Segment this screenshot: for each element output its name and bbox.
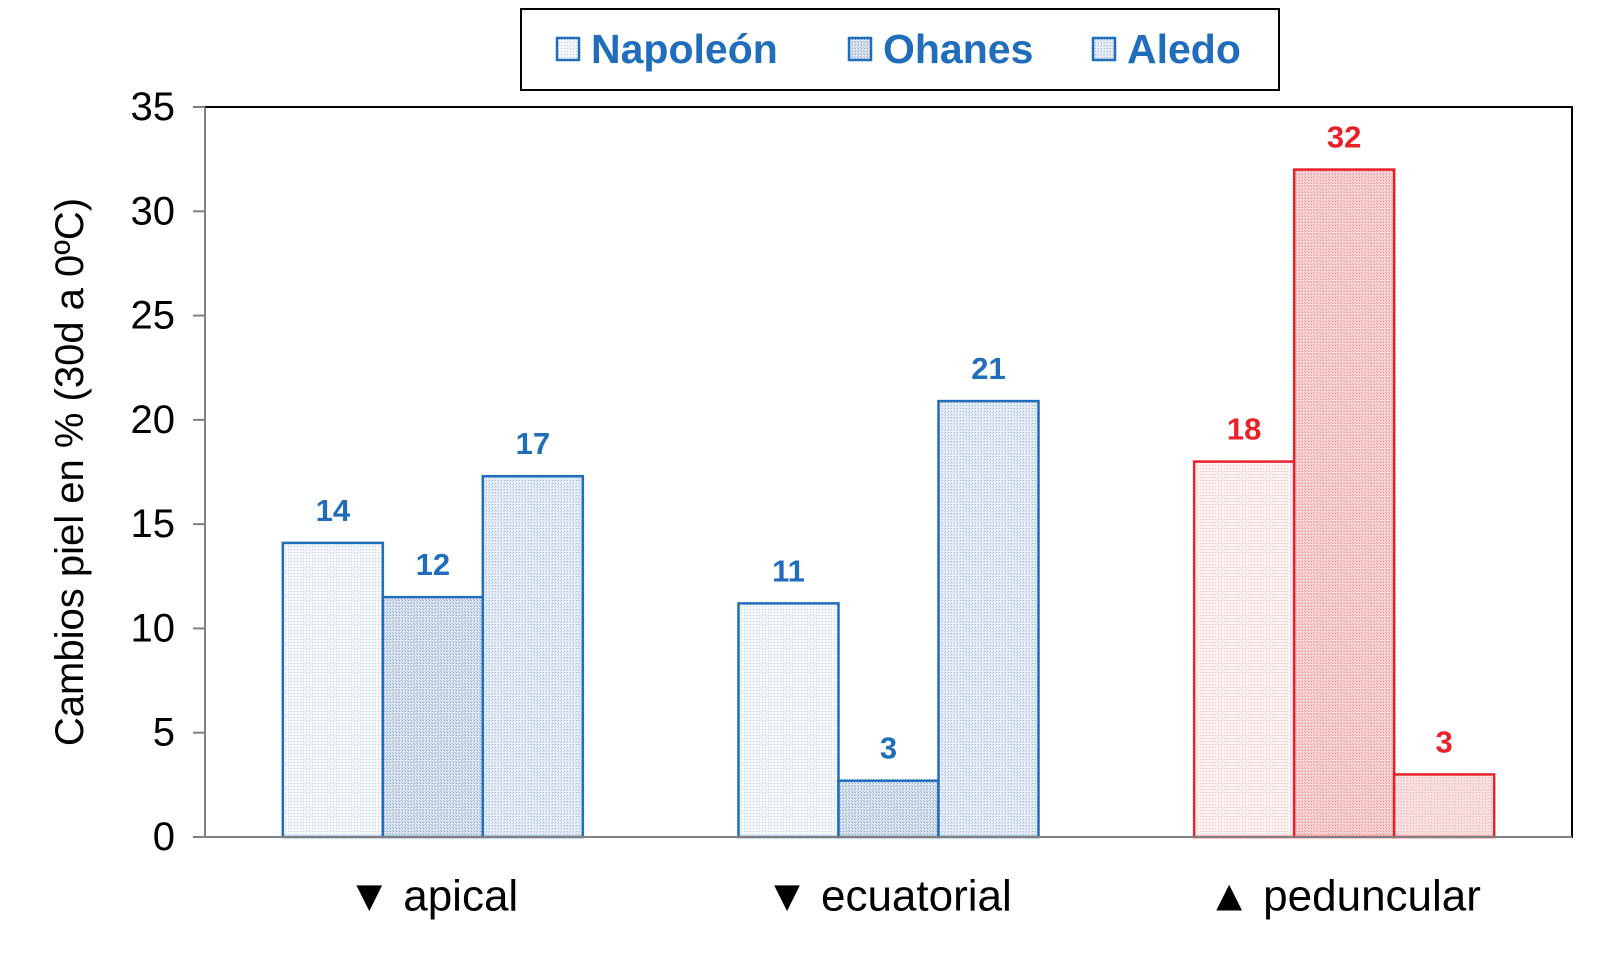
bar-napole-n-3 [1192,460,1296,839]
y-axis: 0 5 10 15 20 25 30 35 [131,85,206,859]
y-tick-label: 30 [131,189,176,233]
data-label: 17 [516,426,550,461]
data-label: 21 [971,351,1005,386]
legend-swatch [847,36,873,62]
data-label: 12 [416,547,450,582]
legend-label: Napoleón [591,26,778,72]
legend: Napoleón Ohanes Aledo [520,8,1280,91]
x-category-label: ▼ ecuatorial [765,872,1012,921]
data-label: 32 [1327,120,1361,155]
legend-label: Ohanes [883,26,1033,72]
data-label: 3 [1436,724,1453,759]
bar-ohanes-3 [1292,168,1396,839]
y-tick-label: 5 [153,711,175,755]
data-label: 18 [1227,412,1261,447]
x-category-label: ▲ peduncular [1207,872,1481,921]
y-tick-label: 15 [131,502,176,546]
bar-napole-n-2 [737,602,840,839]
data-label: 11 [772,553,805,588]
x-category-label: ▼ apical [347,872,518,921]
y-tick-label: 20 [131,398,176,442]
legend-items: Napoleón Ohanes Aledo [555,26,1241,72]
y-tick-label: 10 [131,606,176,650]
bar-aledo-1 [481,474,585,839]
legend-swatch [555,36,581,62]
data-labels-group: 14 12 17 11 3 21 18 32 3 [316,120,1453,766]
legend-swatch [1091,36,1117,62]
bar-ohanes-2 [837,779,940,839]
legend-frame [520,8,1280,91]
bars-group [281,168,1496,839]
data-label: 3 [880,731,897,766]
bar-napole-n-1 [281,541,385,839]
data-label: 14 [316,493,351,528]
bar-aledo-2 [937,399,1040,839]
legend-label: Aledo [1127,26,1241,72]
y-tick-label: 25 [131,294,176,338]
y-axis-title: Cambios piel en % (30d a 0ºC) [48,198,92,746]
y-tick-label: 0 [153,815,175,859]
bar-ohanes-1 [381,595,485,839]
y-tick-label: 35 [131,85,176,129]
x-axis: ▼ apical ▼ ecuatorial ▲ peduncular [193,836,1572,921]
bar-aledo-3 [1392,773,1496,839]
